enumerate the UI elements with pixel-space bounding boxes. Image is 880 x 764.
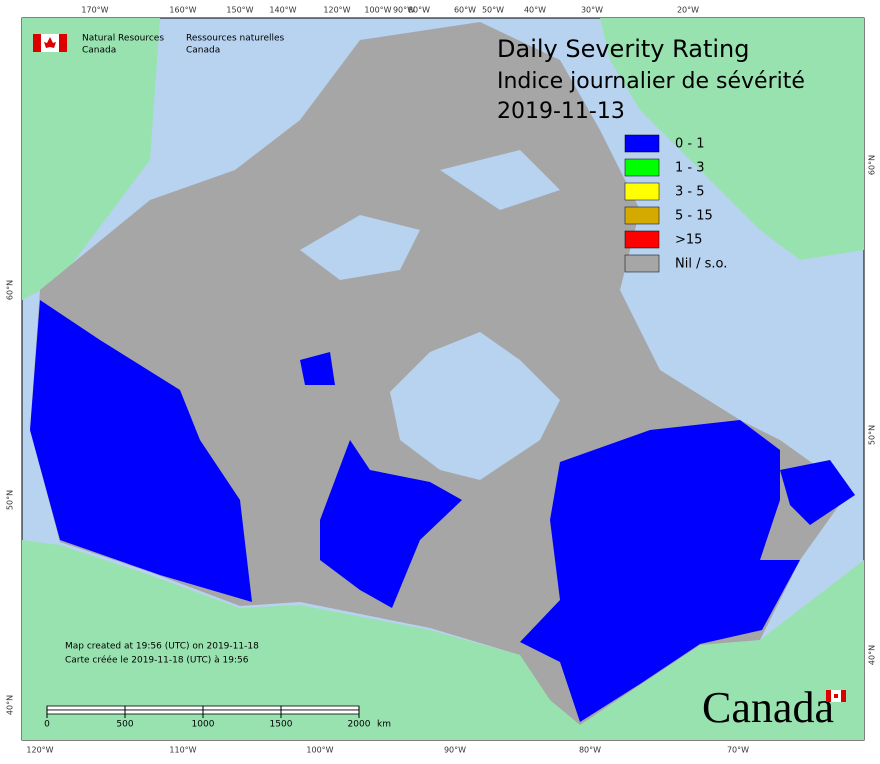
greenland [600, 18, 864, 260]
graticule-label: 40°W [524, 6, 546, 15]
graticule-label: 100°W [364, 6, 391, 15]
wordmark-flag-bar [841, 690, 846, 702]
graticule-label: 80°W [408, 6, 430, 15]
flag-bar [59, 34, 67, 52]
legend-label: 5 - 15 [675, 209, 713, 224]
flag-bar [33, 34, 41, 52]
graticule-label: 50°N [6, 490, 15, 510]
region-0-1 [300, 352, 335, 385]
graticule-label: 40°N [868, 645, 877, 665]
scale-segment [280, 709, 360, 715]
wordmark-flag-bar [826, 690, 831, 702]
graticule-labels: 170°W 160°W 150°W 140°W 120°W 100°W 90°W80°W 60… [6, 6, 877, 755]
graticule-label: 90°W [393, 6, 415, 15]
title: Daily Severity Rating [497, 35, 749, 63]
scale-bar: 0 500 1000 1500 2000 km [44, 705, 391, 730]
graticule-label: 140°W [269, 6, 296, 15]
scale-segment [280, 705, 360, 711]
graticule-label: 30°W [581, 6, 603, 15]
scale-label: 2000 [348, 720, 371, 730]
agency-header: Natural Resources Canada Ressources natu… [33, 34, 285, 56]
legend-label: Nil / s.o. [675, 257, 727, 272]
date: 2019-11-13 [497, 99, 625, 124]
scale-segment [202, 705, 282, 711]
scale-label: 500 [116, 720, 133, 730]
graticule-label: 120°W [26, 746, 53, 755]
graticule-label: 50°W [482, 6, 504, 15]
note: Map created at 19:56 (UTC) on 2019-11-18 [65, 642, 259, 652]
graticule-label: 60°N [6, 280, 15, 300]
scale-segment [202, 709, 282, 715]
legend-swatch [624, 230, 660, 249]
agency-en: Natural Resources [82, 34, 164, 44]
legend-swatch [624, 254, 660, 273]
note: Carte créée le 2019-11-18 (UTC) à 19:56 [65, 655, 249, 666]
alaska [22, 18, 160, 300]
graticule-label: 60°N [868, 155, 877, 175]
scale-segment [46, 709, 126, 715]
graticule-label: 90°W [444, 746, 466, 755]
graticule-label: 110°W [169, 746, 196, 755]
graticule-label: 20°W [677, 6, 699, 15]
title-fr: Indice journalier de sévérité [497, 69, 805, 94]
legend-label: >15 [675, 233, 702, 248]
graticule-label: 100°W [306, 746, 333, 755]
legend-swatch [624, 182, 660, 201]
legend-swatch [624, 158, 660, 177]
scale-label: 0 [44, 720, 50, 730]
graticule-label: 50°N [868, 425, 877, 445]
legend-label: 3 - 5 [675, 185, 705, 200]
scale-unit: km [377, 720, 391, 730]
land [22, 18, 864, 740]
region-0-1 [320, 440, 462, 608]
legend-swatch [624, 206, 660, 225]
usa [22, 540, 864, 740]
scale-segment [46, 705, 126, 711]
region-0-1 [780, 460, 855, 525]
wordmark-leaf [834, 694, 838, 698]
legend-swatch [624, 134, 660, 153]
graticule-label: 80°W [579, 746, 601, 755]
hudson-bay [390, 332, 560, 480]
legend-label: 1 - 3 [675, 161, 705, 176]
arctic-channel [300, 215, 420, 280]
graticule-label: 70°W [727, 746, 749, 755]
arctic-channel [440, 150, 560, 210]
region-0-1 [520, 420, 800, 722]
scale-label: 1000 [192, 720, 215, 730]
scale-segment [124, 705, 204, 711]
scale-segment [124, 709, 204, 715]
graticule-label: 150°W [226, 6, 253, 15]
graticule-label: 40°N [6, 695, 15, 715]
agency-fr: Ressources naturelles [186, 34, 285, 44]
wordmark: Canada [702, 683, 834, 732]
region-0-1 [30, 300, 252, 602]
graticule-label: 170°W [81, 6, 108, 15]
agency-fr: Canada [186, 46, 220, 56]
legend: 0 - 1 1 - 3 3 - 5 5 - 15 >15 Nil / s.o. [624, 134, 727, 273]
scale-label: 1500 [270, 720, 293, 730]
legend-label: 0 - 1 [675, 137, 705, 152]
agency-en: Canada [82, 46, 116, 56]
graticule-label: 60°W [454, 6, 476, 15]
maple-leaf [44, 37, 56, 48]
graticule-label: 120°W [323, 6, 350, 15]
graticule-label: 160°W [169, 6, 196, 15]
